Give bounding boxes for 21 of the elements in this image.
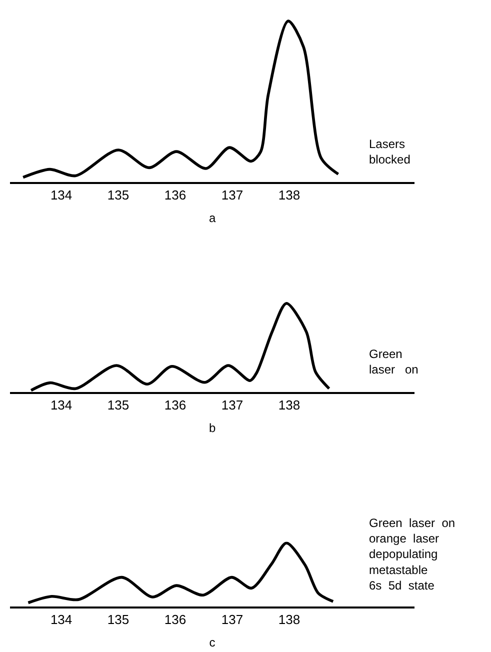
x-tick-label: 136 <box>164 612 186 627</box>
x-tick-label: 134 <box>50 612 72 627</box>
x-axis-title: b <box>208 420 216 435</box>
x-tick-label: 135 <box>107 188 130 203</box>
x-tick-label: 135 <box>107 397 130 412</box>
annotation: Green laser on orange laser depopulating metastable 6s 5d state <box>369 516 456 592</box>
x-tick-label: 134 <box>50 397 72 412</box>
x-tick-label: 138 <box>278 397 300 412</box>
x-tick-label: 134 <box>50 188 72 203</box>
x-tick-label: 136 <box>164 188 186 203</box>
x-axis-title: c <box>209 635 216 650</box>
x-axis-title: a <box>208 210 216 225</box>
x-tick-label: 137 <box>221 188 244 203</box>
x-tick-label: 136 <box>164 397 186 412</box>
annotation: Lasers blocked <box>369 137 410 167</box>
annotation: Green laser on <box>369 347 418 377</box>
x-tick-label: 137 <box>221 397 244 412</box>
x-tick-label: 138 <box>278 612 300 627</box>
x-tick-label: 138 <box>278 188 300 203</box>
x-tick-label: 137 <box>221 612 244 627</box>
x-tick-label: 135 <box>107 612 130 627</box>
